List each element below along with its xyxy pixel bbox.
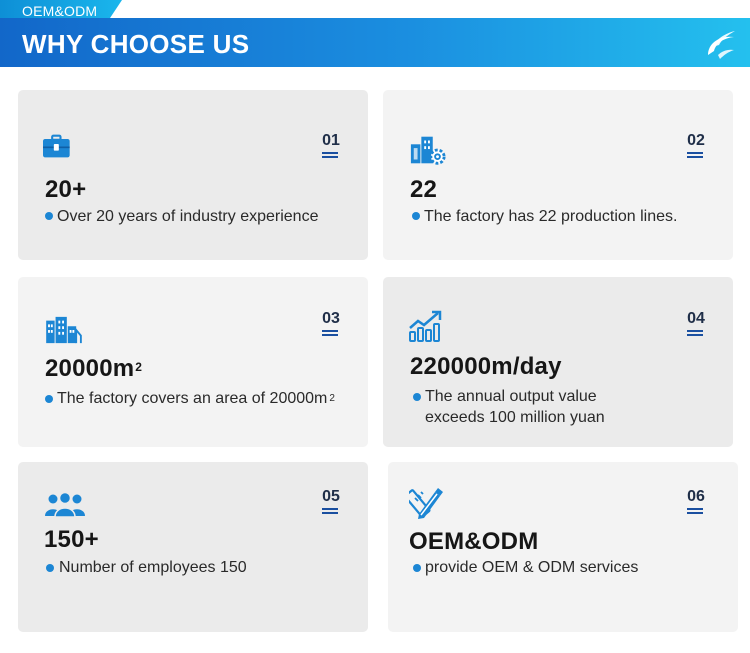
oem-odm-tag: OEM&ODM xyxy=(0,0,122,22)
team-icon xyxy=(45,492,85,518)
card-description: The annual output value exceeds 100 mill… xyxy=(425,386,605,428)
number-underline xyxy=(687,334,703,336)
card-number-text: 02 xyxy=(687,132,705,149)
card-description-text: The factory covers an area of 20000m xyxy=(57,390,328,407)
design-tools-icon xyxy=(409,488,443,519)
card-description: provide OEM & ODM services xyxy=(425,557,638,578)
card-value: 20+ xyxy=(45,176,86,204)
card-value-text: 150+ xyxy=(44,526,99,553)
card-number: 03 xyxy=(321,310,341,336)
number-underline xyxy=(322,334,338,336)
bullet-dot xyxy=(413,564,421,572)
bullet-dot xyxy=(413,393,421,401)
card-description-text: The annual output value xyxy=(425,388,597,405)
buildings-icon xyxy=(46,316,82,344)
card-description: Over 20 years of industry experience xyxy=(57,206,318,227)
card-value-text: 220000m/day xyxy=(410,353,562,380)
card-number-text: 05 xyxy=(322,488,340,505)
card-number-text: 06 xyxy=(687,488,705,505)
card-description-superscript: 2 xyxy=(329,393,335,404)
number-underline xyxy=(322,508,338,510)
card-number-text: 01 xyxy=(322,132,340,149)
feature-card-2: 02 22 The factory has 22 production line… xyxy=(383,90,733,260)
feature-card-5: 05 150+ Number of employees 150 xyxy=(18,462,368,632)
number-underline xyxy=(322,330,338,332)
card-description: Number of employees 150 xyxy=(59,557,247,578)
feature-card-3: 03 20000m2 The factory covers an area of… xyxy=(18,277,368,447)
card-description-text: The factory has 22 production lines. xyxy=(424,208,678,225)
number-underline xyxy=(322,152,338,154)
bullet-dot xyxy=(412,212,420,220)
number-underline xyxy=(322,156,338,158)
card-value-text: 20+ xyxy=(45,176,87,203)
number-underline xyxy=(687,512,703,514)
card-value-text: 20000m xyxy=(45,355,135,382)
feature-card-1: 01 20+ Over 20 years of industry experie… xyxy=(18,90,368,260)
card-number: 06 xyxy=(686,488,706,514)
growth-chart-icon xyxy=(409,310,442,342)
card-value: 150+ xyxy=(44,526,99,554)
card-value: OEM&ODM xyxy=(409,528,538,556)
briefcase-icon xyxy=(43,134,70,158)
number-underline xyxy=(687,152,703,154)
card-number-text: 04 xyxy=(687,310,705,327)
card-number: 04 xyxy=(686,310,706,336)
card-value-superscript: 2 xyxy=(135,360,143,374)
swirl-logo-icon xyxy=(708,31,735,59)
card-number: 05 xyxy=(321,488,341,514)
card-description: The factory has 22 production lines. xyxy=(424,206,677,227)
page-title: WHY CHOOSE US xyxy=(22,29,250,59)
card-value-text: 22 xyxy=(410,176,438,203)
number-underline xyxy=(687,330,703,332)
number-underline xyxy=(687,508,703,510)
card-value-text: OEM&ODM xyxy=(409,528,539,555)
bullet-dot xyxy=(45,395,53,403)
card-value: 22 xyxy=(410,176,437,204)
card-description-line2: exceeds 100 million yuan xyxy=(425,409,605,426)
number-underline xyxy=(322,512,338,514)
bullet-dot xyxy=(45,212,53,220)
feature-card-4: 04 220000m/day The annual output value e… xyxy=(383,277,733,447)
card-description-text: Number of employees 150 xyxy=(59,559,247,576)
card-description-text: Over 20 years of industry experience xyxy=(57,208,319,225)
card-number: 01 xyxy=(321,132,341,158)
card-value: 20000m2 xyxy=(45,355,142,383)
card-number-text: 03 xyxy=(322,310,340,327)
card-value: 220000m/day xyxy=(410,353,562,381)
card-number: 02 xyxy=(686,132,706,158)
header-banner: WHY CHOOSE US xyxy=(0,18,750,67)
bullet-dot xyxy=(46,564,54,572)
card-description-text: provide OEM & ODM services xyxy=(425,559,639,576)
card-description: The factory covers an area of 20000m 2 xyxy=(57,388,335,409)
feature-card-6: 06 OEM&ODM provide OEM & ODM services xyxy=(388,462,738,632)
factory-gear-icon xyxy=(410,136,446,165)
number-underline xyxy=(687,156,703,158)
